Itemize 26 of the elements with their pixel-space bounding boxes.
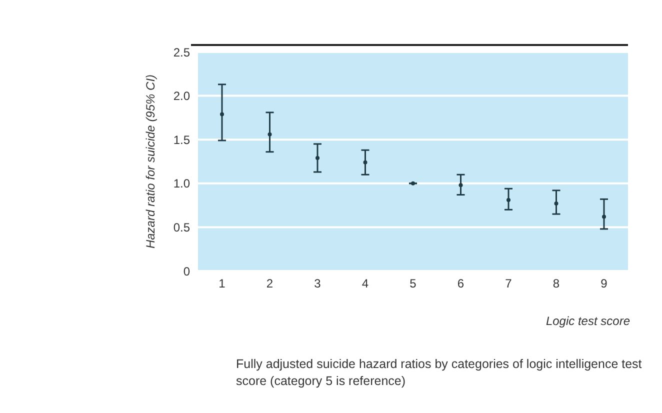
point: [363, 160, 368, 164]
x-tick-label: 5: [410, 276, 417, 291]
x-tick-label: 3: [314, 276, 322, 291]
text: Fully adjusted suicide hazard ratios by categories of logic intelligence test score (category 5 is reference): [236, 356, 643, 390]
y-tick-label: 2.5: [173, 45, 190, 60]
y-axis-title: Hazard ratio for suicide (95% CI): [143, 74, 158, 249]
x-tick-label: 9: [600, 276, 608, 291]
point: [602, 214, 606, 219]
y-tick-label: 2.0: [173, 89, 190, 104]
y-tick-label: 0: [183, 264, 190, 278]
point: [506, 198, 510, 202]
point: [220, 112, 224, 116]
x-tick-label: 6: [457, 276, 464, 291]
y-tick-label: 0.5: [173, 220, 190, 234]
x-tick-label: 7: [505, 276, 512, 291]
x-tick-label: 4: [362, 276, 369, 291]
x-tick-label: 1: [218, 276, 226, 291]
point: [554, 202, 558, 206]
x-axis-title: Logic test score: [546, 314, 630, 328]
point: [458, 183, 463, 188]
point: [268, 132, 272, 136]
y-tick-label: 1.5: [173, 132, 190, 147]
x-tick-label: 2: [266, 276, 274, 291]
x-tick-label: 8: [552, 276, 560, 291]
point: [316, 156, 320, 160]
y-tick-label: 1.0: [173, 176, 190, 191]
